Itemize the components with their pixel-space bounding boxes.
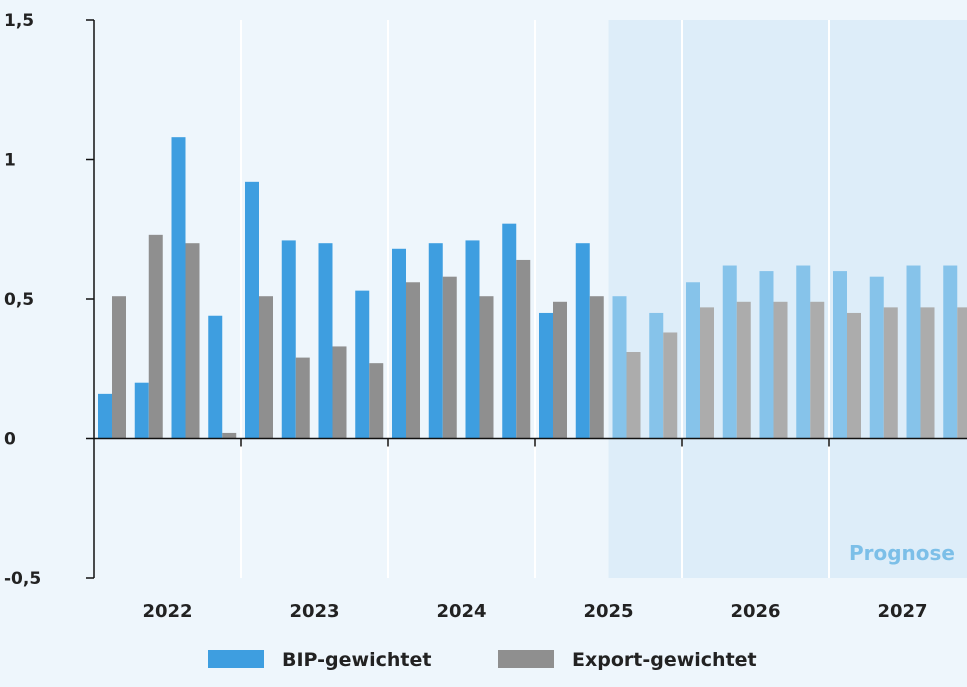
export-bar	[884, 307, 898, 438]
export-bar	[406, 282, 420, 438]
bip-bar	[613, 296, 627, 438]
export-bar	[553, 302, 567, 439]
export-bar	[480, 296, 494, 438]
export-bar	[516, 260, 530, 439]
bip-bar	[943, 266, 957, 439]
export-bar	[921, 307, 935, 438]
bip-bar	[355, 291, 369, 439]
year-label: 2026	[730, 601, 780, 622]
y-tick-label: 1,5	[4, 11, 34, 31]
legend-bip-swatch	[208, 650, 264, 668]
bip-bar	[760, 271, 774, 438]
bip-bar	[723, 266, 737, 439]
bip-bar	[245, 182, 259, 439]
legend-bip-label: BIP-gewichtet	[282, 649, 431, 671]
bip-bar	[429, 243, 443, 438]
year-label: 2027	[877, 601, 927, 622]
y-tick-label: 0	[4, 430, 16, 450]
legend-export-swatch	[498, 650, 554, 668]
export-bar	[810, 302, 824, 439]
legend-export-label: Export-gewichtet	[572, 649, 757, 671]
export-bar	[957, 307, 967, 438]
bip-bar	[282, 240, 296, 438]
bip-bar	[135, 383, 149, 439]
export-bar	[663, 332, 677, 438]
bip-bar	[907, 266, 921, 439]
export-bar	[627, 352, 641, 438]
bip-bar	[98, 394, 112, 439]
export-bar	[186, 243, 200, 438]
year-label: 2022	[142, 601, 192, 622]
bip-bar	[649, 313, 663, 439]
forecast-label: Prognose	[849, 541, 955, 565]
export-bar	[259, 296, 273, 438]
export-bar	[333, 346, 347, 438]
bip-bar	[172, 137, 186, 438]
year-label: 2025	[583, 601, 633, 622]
export-bar	[296, 358, 310, 439]
bip-bar	[502, 224, 516, 439]
y-tick-label: 1	[4, 151, 16, 171]
bip-bar	[319, 243, 333, 438]
export-bar	[149, 235, 163, 439]
y-tick-label: 0,5	[4, 290, 34, 310]
bip-bar	[833, 271, 847, 438]
export-bar	[737, 302, 751, 439]
bip-bar	[576, 243, 590, 438]
export-bar	[590, 296, 604, 438]
year-label: 2023	[289, 601, 339, 622]
bip-bar	[870, 277, 884, 439]
export-bar	[112, 296, 126, 438]
bip-bar	[208, 316, 222, 439]
export-bar	[774, 302, 788, 439]
export-bar	[443, 277, 457, 439]
bip-bar	[392, 249, 406, 439]
year-label: 2024	[436, 601, 486, 622]
bip-bar	[466, 240, 480, 438]
export-bar	[222, 433, 236, 439]
bip-bar	[796, 266, 810, 439]
export-bar	[369, 363, 383, 438]
y-tick-label: -0,5	[4, 569, 41, 589]
bip-bar	[686, 282, 700, 438]
bip-bar	[539, 313, 553, 439]
export-bar	[700, 307, 714, 438]
export-bar	[847, 313, 861, 439]
